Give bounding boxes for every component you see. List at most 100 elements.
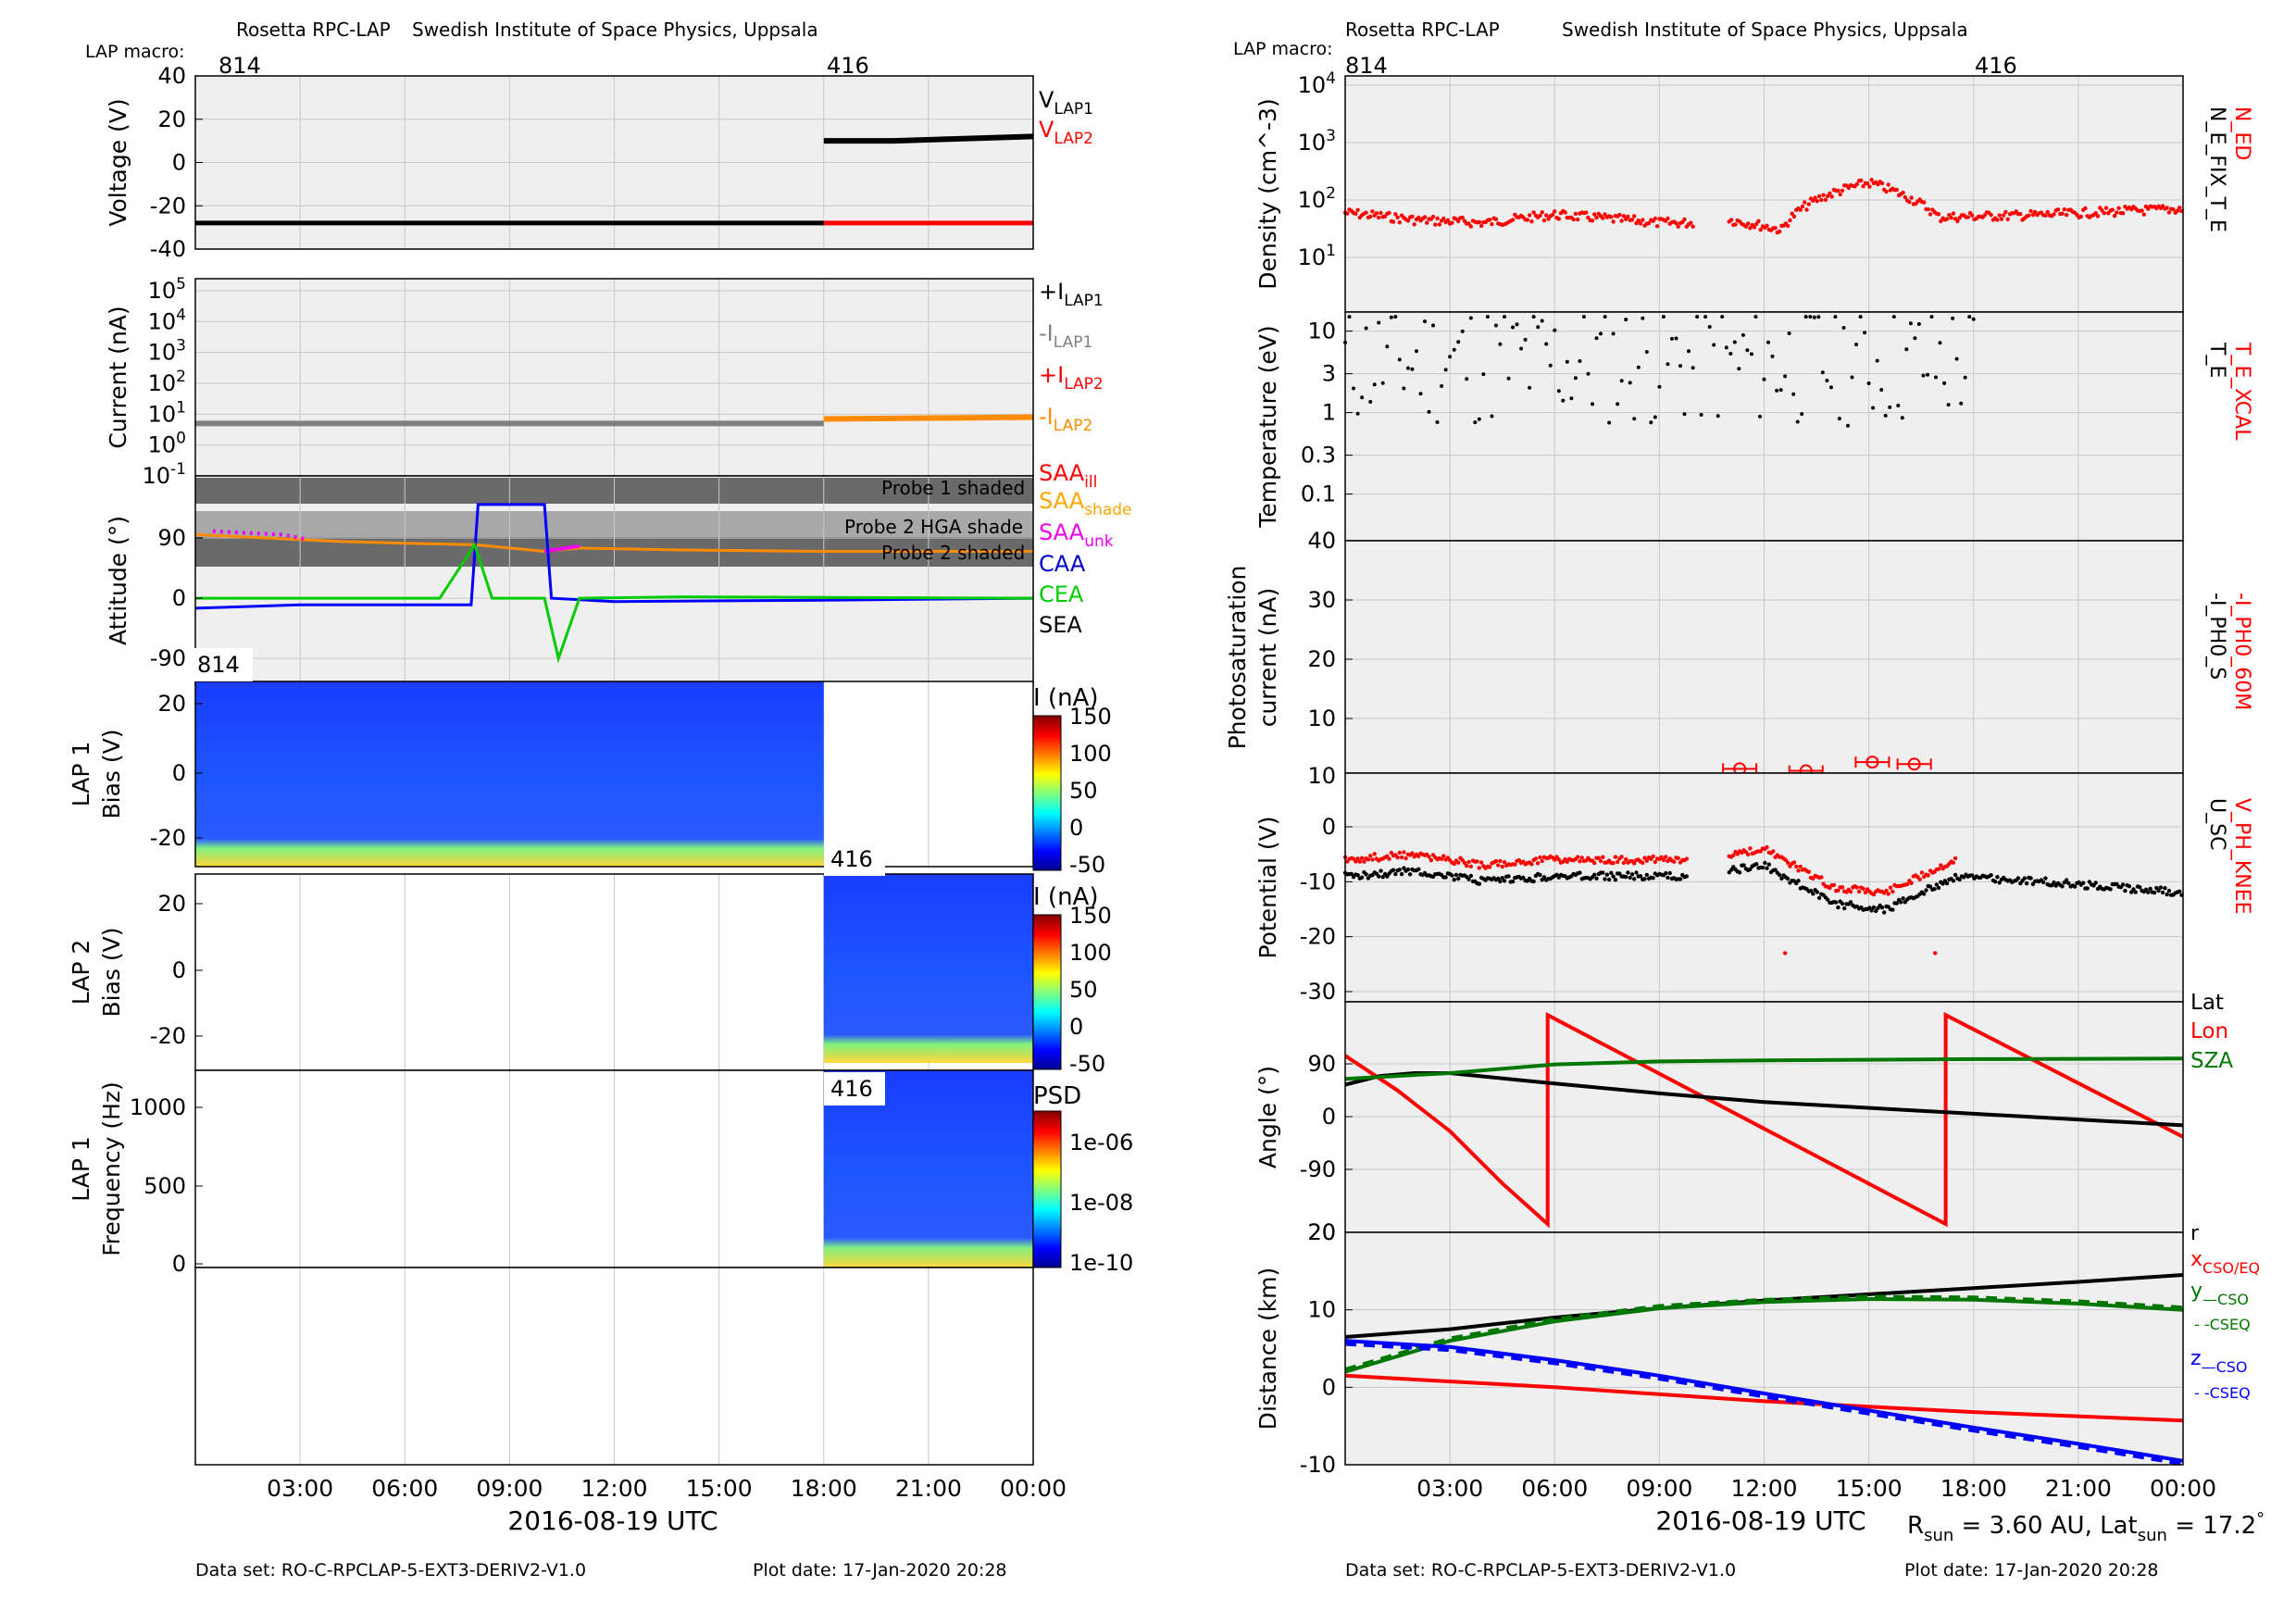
u-sc-point: [2081, 881, 2086, 885]
u-sc-point: [1934, 882, 1939, 887]
panel-label: LAP 1: [68, 1136, 94, 1202]
y-tick-label: 104: [148, 306, 186, 334]
t-e-point: [1728, 352, 1733, 356]
n-ed-point: [1556, 217, 1562, 221]
u-sc-point: [1874, 908, 1878, 914]
n-ed-point: [1955, 219, 1960, 223]
right-institute: Swedish Institute of Space Physics, Upps…: [1562, 19, 1968, 41]
n-ed-point: [1884, 189, 1889, 194]
legend-cea: CEA: [1039, 581, 1084, 607]
n-ed-point: [1546, 217, 1551, 221]
u-sc-point: [1638, 874, 1643, 879]
t-e-point: [1649, 420, 1653, 425]
n-ed-point: [1653, 216, 1658, 221]
u-sc-point: [1871, 905, 1877, 910]
n-ed-point: [2102, 211, 2106, 216]
y-tick-label: 100: [148, 430, 186, 458]
t-e-point: [1599, 331, 1603, 336]
t-e-point: [1565, 359, 1569, 364]
t-e-point: [1916, 322, 1921, 326]
n-ed-point: [1756, 219, 1761, 223]
t-e-point: [1900, 416, 1904, 420]
v-ph-knee-point: [1641, 860, 1645, 866]
y-tick-label: -10: [1300, 1452, 1336, 1478]
legend-r: r: [2190, 1222, 2200, 1245]
n-ed-point: [1636, 219, 1641, 223]
n-ed-point: [1393, 212, 1398, 217]
n-ed-point: [2177, 206, 2182, 210]
v-ph-knee-point: [1653, 859, 1658, 865]
legend-u-sc: U_SC: [2205, 798, 2228, 850]
t-e-point: [1837, 417, 1841, 421]
u-sc-point: [2129, 890, 2134, 894]
t-e-point: [1753, 315, 1758, 319]
t-e-point: [1787, 331, 1791, 335]
colorbar-tick: 1e-06: [1069, 1130, 1133, 1156]
u-sc-point: [1355, 873, 1360, 878]
n-ed-point: [1377, 215, 1381, 220]
v-ph-knee-point: [1765, 844, 1769, 850]
left-xlabel: 2016-08-19 UTC: [507, 1505, 718, 1536]
t-e-point: [1904, 347, 1909, 352]
n-ed-point: [1922, 200, 1927, 205]
n-ed-point: [2028, 208, 2033, 214]
u-sc-point: [1899, 900, 1903, 905]
u-sc-point: [1836, 905, 1841, 910]
t-e-point: [1687, 349, 1691, 354]
n-ed-point: [1592, 212, 1597, 217]
lap1-bias-heatmap: 20 0 -20 LAP 1 Bias (V) 814 I (nA)150 100 50 0 -50: [68, 648, 1112, 878]
y-tick-label: 500: [144, 1173, 186, 1199]
n-ed-point: [1811, 198, 1816, 203]
u-sc-point: [1466, 877, 1471, 881]
t-e-point: [1967, 315, 1972, 319]
z-cseq-line: [1344, 1342, 2184, 1467]
lap1-bias-heatmap-field: [195, 681, 824, 867]
v-ph-knee-point: [1462, 860, 1467, 866]
current-legend: +ILAP1 -ILAP1 +ILAP2 -ILAP2: [1039, 279, 1104, 435]
box-label-bg: [824, 1072, 885, 1106]
legend-saa-unk: SAAunk: [1039, 519, 1114, 551]
n-ed-point: [1829, 194, 1834, 199]
z-cso-line: [1344, 1339, 2184, 1463]
u-sc-point: [1992, 880, 1998, 884]
v-ph-knee-point: [1871, 892, 1877, 897]
y-tick-label: -90: [1300, 1156, 1336, 1182]
n-ed-point: [1816, 194, 1822, 199]
v-ph-knee-point: [1632, 861, 1637, 866]
n-ed-point: [1422, 215, 1428, 219]
t-e-point: [1946, 403, 1951, 407]
right-title: Rosetta RPC-LAP: [1345, 19, 1500, 41]
v-ph-knee-point: [1370, 857, 1375, 862]
t-e-point: [1741, 332, 1745, 337]
u-sc-point: [1901, 896, 1905, 901]
n-ed-point: [1493, 217, 1499, 221]
v-ph-knee-point: [1861, 886, 1866, 892]
v-ph-knee-point: [1592, 860, 1597, 866]
v-ph-knee-point: [1601, 855, 1605, 859]
n-ed-point: [1682, 217, 1687, 222]
n-ed-point: [2140, 208, 2144, 213]
y-tick-label: 30: [1307, 587, 1336, 613]
v-ph-knee-point: [1909, 881, 1914, 885]
u-sc-point: [2043, 876, 2048, 881]
u-sc-point: [1613, 878, 1618, 882]
t-e-point: [1397, 357, 1402, 362]
box-label-416: 416: [830, 846, 873, 872]
y-tick-label: 10: [1307, 706, 1336, 731]
n-ed-point: [2165, 206, 2169, 210]
y-tick-label: 0.3: [1301, 443, 1336, 468]
legend-n-e-fix: N_E_FIX_T_E: [2205, 106, 2228, 232]
u-sc-point: [1773, 868, 1778, 872]
v-ph-knee-point: [1402, 850, 1406, 855]
v-ph-knee-point: [1513, 862, 1517, 867]
u-sc-point: [1890, 907, 1895, 912]
t-e-point: [1758, 414, 1762, 418]
u-sc-point: [1468, 873, 1474, 879]
t-e-point: [1485, 315, 1490, 319]
t-e-point: [1808, 315, 1813, 319]
x-tick-label: 18:00: [791, 1475, 857, 1502]
n-ed-point: [1909, 195, 1914, 200]
colorbar-tick: 50: [1069, 977, 1098, 1003]
n-ed-point: [1641, 218, 1645, 222]
y-tick-label: 105: [148, 275, 186, 304]
